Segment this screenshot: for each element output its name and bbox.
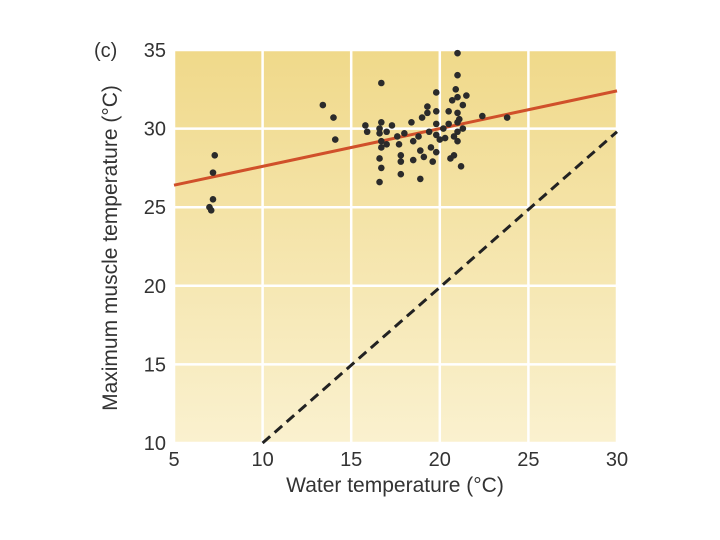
data-point <box>376 130 383 137</box>
data-point <box>409 156 417 164</box>
data-point <box>363 128 371 136</box>
data-point <box>424 103 431 110</box>
data-point <box>417 147 424 154</box>
data-point <box>445 108 452 115</box>
data-point <box>388 122 396 129</box>
data-point <box>330 114 337 121</box>
data-point <box>427 144 435 151</box>
x-tick-label: 30 <box>606 449 628 471</box>
data-point <box>445 120 452 128</box>
x-tick-label: 20 <box>429 449 451 471</box>
y-axis-title: Maximum muscle temperature (°C) <box>99 85 122 411</box>
data-point <box>432 131 440 139</box>
data-point <box>417 175 424 183</box>
data-point <box>209 169 217 176</box>
data-point <box>436 136 444 143</box>
data-point <box>211 152 219 159</box>
data-point <box>425 128 433 136</box>
data-point <box>441 134 449 142</box>
data-point <box>432 108 440 115</box>
data-point <box>459 101 467 109</box>
data-point <box>397 152 405 159</box>
y-tick-label: 10 <box>144 433 166 455</box>
x-tick-label: 5 <box>168 449 179 471</box>
y-tick-label: 20 <box>144 276 166 298</box>
data-point <box>455 115 463 123</box>
data-point <box>383 128 390 136</box>
data-point <box>209 196 217 203</box>
identity-line <box>261 130 618 445</box>
data-point <box>424 109 431 117</box>
y-tick-label: 35 <box>144 40 166 62</box>
data-point <box>331 136 339 143</box>
data-point <box>378 137 385 145</box>
data-point <box>479 112 486 120</box>
data-point <box>418 114 426 121</box>
plot-background <box>174 50 617 443</box>
data-point <box>454 128 461 136</box>
data-point <box>319 101 327 109</box>
data-point <box>454 49 461 57</box>
y-tick-label: 25 <box>144 197 166 219</box>
data-point <box>459 125 467 132</box>
data-point <box>450 133 458 140</box>
data-point <box>503 114 511 121</box>
data-point <box>429 158 437 165</box>
data-point <box>454 137 461 145</box>
data-point <box>378 119 385 126</box>
data-point <box>432 120 440 128</box>
data-point <box>393 133 401 140</box>
data-point <box>450 152 458 159</box>
x-tick-label: 10 <box>251 449 273 471</box>
y-tick-label: 30 <box>144 119 166 141</box>
panel-label: (c) <box>94 40 117 62</box>
data-point <box>376 125 383 132</box>
data-point <box>432 148 440 156</box>
data-point <box>378 79 385 87</box>
data-point <box>454 71 461 79</box>
data-point <box>376 155 383 162</box>
data-point <box>454 93 461 101</box>
data-point <box>378 164 385 172</box>
x-axis-title: Water temperature (°C) <box>286 474 504 497</box>
data-point <box>463 92 470 99</box>
data-point <box>395 141 403 148</box>
data-point <box>448 97 456 104</box>
data-point <box>378 144 385 151</box>
data-point <box>397 170 405 178</box>
data-point <box>452 86 460 93</box>
data-point <box>420 153 428 161</box>
data-point <box>432 89 440 96</box>
x-tick-label: 25 <box>517 449 539 471</box>
data-point <box>454 109 461 117</box>
data-point <box>408 119 415 126</box>
data-points <box>206 49 511 214</box>
data-point <box>401 130 408 137</box>
data-point <box>362 122 369 129</box>
data-point <box>397 158 405 165</box>
data-point <box>457 163 465 170</box>
y-tick-label: 15 <box>144 354 166 376</box>
data-point <box>383 141 390 148</box>
data-point <box>409 137 417 145</box>
data-point <box>207 207 215 214</box>
data-point <box>440 125 447 132</box>
x-tick-label: 15 <box>340 449 362 471</box>
data-point <box>415 133 422 140</box>
data-point <box>376 178 383 186</box>
gridlines <box>172 48 619 445</box>
